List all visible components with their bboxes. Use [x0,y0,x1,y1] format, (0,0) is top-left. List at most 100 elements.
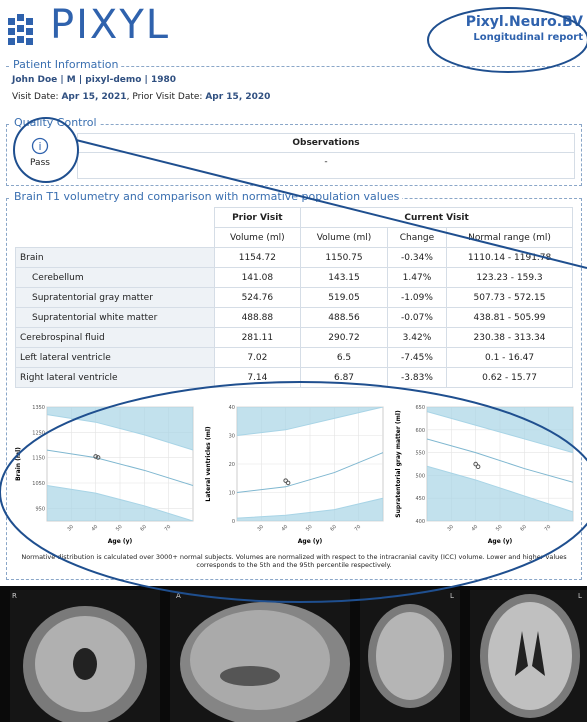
group-header: Prior Visit [214,208,301,228]
x-tick-label: 60 [519,524,528,533]
x-tick-label: 50 [115,524,124,533]
report-heading: Pixyl.Neuro.BV Longitudinal report [466,14,583,43]
group-header: Current Visit [301,208,573,228]
column-header: Normal range (ml) [447,228,573,248]
cell: 123.23 - 159.3 [447,268,573,288]
volumetry-section: Brain T1 volumetry and comparison with n… [6,198,582,580]
info-icon: i [31,137,49,155]
cell: 143.15 [301,268,388,288]
cell: 230.38 - 313.34 [447,328,573,348]
report-subtitle: Longitudinal report [466,32,583,43]
column-header: Volume (ml) [301,228,388,248]
cell: 507.73 - 572.15 [447,288,573,308]
cell: -7.45% [387,348,446,368]
y-tick-label: 950 [35,506,45,512]
row-label: Left lateral ventricle [16,348,215,368]
cell: 1150.75 [301,248,388,268]
observations-header: Observations [78,134,574,153]
cell: 1.47% [387,268,446,288]
patient-section: Patient Information John Doe | M | pixyl… [6,66,580,109]
section-title: Patient Information [10,58,121,71]
column-header: Change [387,228,446,248]
qc-pass: Pass [25,158,55,168]
cell: 519.05 [301,288,388,308]
x-tick-label: 30 [66,524,75,533]
y-tick-label: 10 [229,491,235,497]
x-tick-label: 40 [91,524,100,533]
logo-text: PIXYL [50,2,170,48]
y-tick-label: 30 [229,434,235,440]
cell: 1110.14 - 1191.78 [447,248,573,268]
y-tick-label: 1250 [32,430,45,436]
y-tick-label: 0 [232,519,235,525]
cell: 488.88 [214,308,301,328]
cell: 0.1 - 16.47 [447,348,573,368]
cell: 524.76 [214,288,301,308]
y-axis-label: Lateral ventricles (ml) [205,426,212,501]
x-tick-label: 40 [471,524,480,533]
y-tick-label: 600 [415,428,425,434]
visit-dates: Visit Date: Apr 15, 2021, Prior Visit Da… [12,92,270,102]
image-label: R [12,592,17,600]
x-axis-label: Age (y) [298,538,323,545]
observations: Observations - [77,133,575,179]
image-label: L [450,592,454,600]
mri-images: R A L L [0,586,587,722]
visit-date: Apr 15, 2021 [61,92,126,102]
logo-mark [8,14,48,50]
cell: 290.72 [301,328,388,348]
patient-identity: John Doe | M | pixyl-demo | 1980 [12,75,176,85]
prior-label: Prior Visit Date: [132,92,202,102]
cell: -1.09% [387,288,446,308]
column-header: Volume (ml) [214,228,301,248]
row-label: Supratentorial gray matter [16,288,215,308]
x-tick-label: 50 [305,524,314,533]
section-title: Brain T1 volumetry and comparison with n… [11,190,402,203]
cell: 0.62 - 15.77 [447,368,573,388]
cell: -3.83% [387,368,446,388]
y-axis-label: Supratentorial gray matter (ml) [395,410,402,518]
cell: 6.87 [301,368,388,388]
y-tick-label: 550 [415,451,425,457]
x-tick-label: 70 [354,524,363,533]
row-label: Brain [16,248,215,268]
x-tick-label: 40 [281,524,290,533]
x-tick-label: 50 [495,524,504,533]
cell: 141.08 [214,268,301,288]
image-label: A [176,592,181,600]
cell: -0.34% [387,248,446,268]
svg-text:i: i [38,140,41,153]
y-axis-label: Brain (ml) [15,447,22,481]
y-tick-label: 500 [415,473,425,479]
cell: 6.5 [301,348,388,368]
row-label: Cerebellum [16,268,215,288]
y-tick-label: 400 [415,519,425,525]
prior-date: Apr 15, 2020 [205,92,270,102]
row-label: Right lateral ventricle [16,368,215,388]
x-tick-label: 60 [139,524,148,533]
x-tick-label: 70 [164,524,173,533]
x-axis-label: Age (y) [108,538,133,545]
footnote: Normative distribution is calculated ove… [15,553,573,569]
cell: 7.14 [214,368,301,388]
cell: 1154.72 [214,248,301,268]
cell: 488.56 [301,308,388,328]
y-tick-label: 20 [229,462,235,468]
image-label: L [578,592,582,600]
y-tick-label: 1150 [32,456,45,462]
y-tick-label: 650 [415,405,425,411]
x-tick-label: 70 [544,524,553,533]
x-axis-label: Age (y) [488,538,513,545]
cell: -0.07% [387,308,446,328]
y-tick-label: 40 [229,405,235,411]
report-page: PIXYL Pixyl.Neuro.BV Longitudinal report… [0,0,587,722]
visit-label: Visit Date: [12,92,59,102]
section-title: Quality Control [11,116,100,129]
row-label: Supratentorial white matter [16,308,215,328]
report-title: Pixyl.Neuro.BV [466,14,583,30]
cell: 3.42% [387,328,446,348]
